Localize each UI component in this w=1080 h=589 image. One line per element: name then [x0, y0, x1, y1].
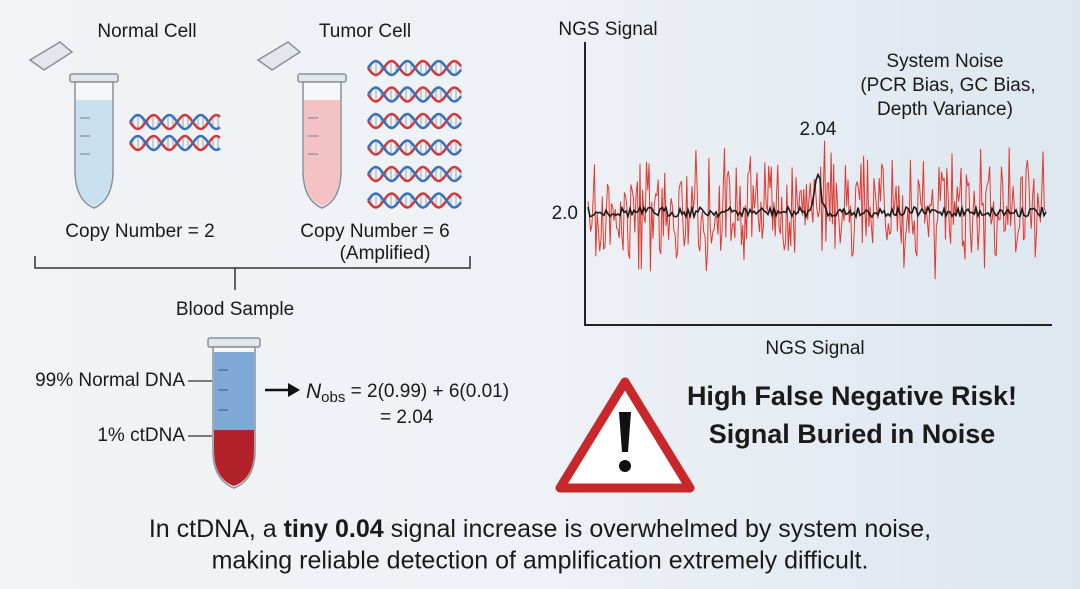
bracket: [34, 256, 471, 290]
warning-icon: [555, 377, 695, 493]
blood-label: 1% ctDNA: [97, 425, 185, 446]
arrow-head: [288, 383, 300, 397]
y-axis-title: NGS Signal: [558, 19, 657, 40]
footer-part: In ctDNA, a: [149, 515, 284, 543]
dna-strand: [128, 134, 221, 152]
equation: Nobs = 2(0.99) + 6(0.01): [306, 380, 509, 406]
dna-strand: [366, 59, 462, 77]
dna-strand: [366, 139, 462, 156]
dna-helix: [366, 165, 462, 183]
warning-text: High False Negative Risk!: [687, 381, 1017, 411]
dna-helix: [128, 134, 221, 152]
footer-emphasis: tiny 0.04: [284, 515, 384, 543]
warning-text: Signal Buried in Noise: [709, 419, 996, 449]
noise-note: Depth Variance): [877, 99, 1013, 120]
normal-title: Normal Cell: [97, 21, 196, 42]
eq-subscript: obs: [321, 389, 345, 406]
noise-note: (PCR Bias, GC Bias,: [860, 75, 1035, 96]
baseline-label: 2.0: [552, 203, 578, 224]
tumor-caption: (Amplified): [340, 243, 431, 264]
dna-helix: [128, 113, 221, 131]
noise-trace: [587, 140, 1047, 280]
dna-helix: [366, 139, 462, 156]
noise-note: System Noise: [886, 51, 1003, 72]
dna-strand: [366, 192, 462, 209]
blood-tube: [207, 337, 261, 489]
label-leader: [188, 380, 212, 437]
eq-expression: = 2(0.99) + 6(0.01): [345, 381, 509, 402]
blood-label: 99% Normal DNA: [35, 370, 185, 391]
tumor-tube: [256, 41, 347, 209]
peak-label: 2.04: [800, 119, 837, 140]
dna-strand: [366, 112, 462, 130]
blood-title: Blood Sample: [176, 299, 294, 320]
tumor-title: Tumor Cell: [319, 21, 411, 42]
dna-helix: [366, 112, 462, 130]
dna-helix: [366, 86, 462, 103]
dna-strand: [366, 165, 462, 183]
dna-helix: [366, 59, 462, 77]
eq-symbol: N: [306, 380, 322, 403]
footer-line: making reliable detection of amplificati…: [212, 547, 869, 575]
footer-part: signal increase is overwhelmed by system…: [384, 515, 931, 543]
x-axis-title: NGS Signal: [765, 338, 864, 359]
normal-caption: Copy Number = 2: [65, 221, 214, 242]
signal-line: [587, 172, 1047, 220]
footer-line: In ctDNA, a tiny 0.04 signal increase is…: [149, 515, 931, 543]
noise-line: [587, 140, 1047, 280]
eq-result: = 2.04: [380, 407, 434, 428]
normal-tube: [28, 41, 119, 209]
dna-strand: [128, 113, 221, 131]
dna-strand: [366, 86, 462, 103]
plot-axes: [584, 42, 1052, 326]
dna-helix: [366, 192, 462, 209]
tumor-caption: Copy Number = 6: [300, 221, 449, 242]
